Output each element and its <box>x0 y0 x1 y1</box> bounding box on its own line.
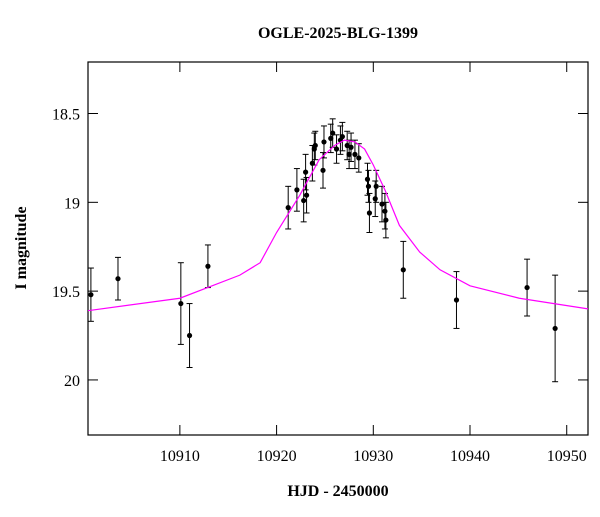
chart-title: OGLE-2025-BLG-1399 <box>258 25 418 42</box>
data-point <box>328 135 334 141</box>
x-axis-label: HJD - 2450000 <box>287 483 388 500</box>
data-point <box>453 297 460 303</box>
data-point <box>552 325 558 332</box>
data-point <box>364 176 371 182</box>
data-point <box>356 155 362 161</box>
data-point <box>346 151 352 157</box>
data-point <box>365 183 372 189</box>
data-point <box>344 142 350 149</box>
data-point <box>339 134 345 140</box>
x-tick-label: 10920 <box>257 448 297 465</box>
y-axis-label: I magnitude <box>13 206 30 289</box>
data-point <box>205 263 211 269</box>
data-point <box>312 142 318 149</box>
data-point <box>352 151 358 157</box>
data-point <box>373 183 379 189</box>
data-point <box>382 208 388 214</box>
data-point <box>115 276 121 282</box>
y-tick-label: 18.5 <box>52 107 80 124</box>
data-point <box>178 300 184 307</box>
data-point <box>400 267 406 273</box>
data-point <box>366 210 373 216</box>
model-curve <box>87 139 589 312</box>
data-point <box>88 292 94 298</box>
data-point <box>294 187 300 193</box>
data-point <box>285 205 291 211</box>
y-tick-label: 19 <box>64 195 80 212</box>
y-tick-label: 19.5 <box>52 284 80 301</box>
x-tick-label: 10930 <box>353 448 393 465</box>
data-point <box>321 139 327 145</box>
data-point <box>186 332 193 339</box>
data-point <box>372 196 378 202</box>
data-point <box>303 169 309 175</box>
x-tick-label: 10940 <box>450 448 490 465</box>
data-point <box>333 146 340 152</box>
data-point <box>383 217 389 223</box>
data-point <box>301 197 307 204</box>
data-point <box>303 192 310 198</box>
x-tick-label: 10950 <box>547 448 587 465</box>
plot-frame <box>87 61 589 436</box>
data-point <box>524 284 530 291</box>
data-point <box>320 167 326 173</box>
y-tick-label: 20 <box>64 373 80 390</box>
x-tick-label: 10910 <box>160 448 200 465</box>
data-point <box>348 144 354 150</box>
